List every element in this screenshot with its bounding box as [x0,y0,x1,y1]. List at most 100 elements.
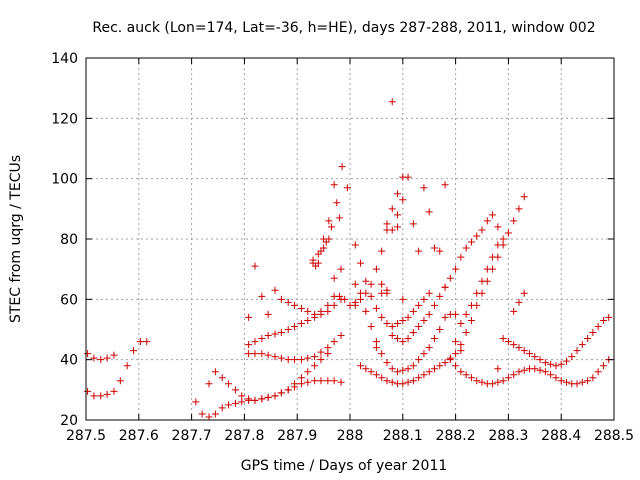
data-point [277,295,285,303]
data-point [351,301,359,309]
data-point [452,350,460,358]
y-axis-label: STEC from uqrg / TECUs [8,155,24,323]
x-tick-label: 288.4 [541,428,581,444]
data-point [258,395,266,403]
data-point [130,347,138,355]
y-tick-label: 80 [60,232,78,248]
data-point [84,350,92,358]
data-point [462,244,470,252]
data-point [251,338,259,346]
data-point [420,371,428,379]
y-tick-label: 20 [60,413,78,429]
data-point [324,350,332,358]
data-point [325,235,333,243]
data-point [388,205,396,213]
data-point [383,359,391,367]
data-point [388,332,396,340]
data-point [328,223,336,231]
data-point [304,307,312,315]
data-point [478,277,486,285]
data-point [409,362,417,370]
data-point [225,380,233,388]
data-point [589,329,597,337]
data-point [211,410,219,418]
x-tick-label: 287.7 [172,428,212,444]
data-point [388,378,396,386]
data-point [324,344,332,352]
data-point [467,238,475,246]
data-point [409,329,417,337]
data-point [341,295,349,303]
data-point [504,229,512,237]
data-point [483,265,491,273]
data-point [404,378,412,386]
data-point [578,341,586,349]
data-point [330,301,338,309]
data-point [264,310,272,318]
data-point [420,316,428,324]
data-point [457,347,465,355]
data-point [211,368,219,376]
data-point [584,335,592,343]
data-point [430,335,438,343]
data-point [483,217,491,225]
data-point [311,310,319,318]
data-point [489,211,497,219]
data-point [378,247,386,255]
data-point [452,362,460,370]
data-point [205,413,213,421]
data-point [446,274,454,282]
data-point [277,354,285,362]
data-point [277,329,285,337]
data-point [90,354,98,362]
data-point [330,274,338,282]
data-point [343,184,351,192]
data-point [324,377,332,385]
data-point [478,378,486,386]
data-point [218,374,226,382]
data-point [425,344,433,352]
data-point [473,289,481,297]
data-point [430,301,438,309]
data-point [399,316,407,324]
data-point [388,226,396,234]
x-tick-label: 287.8 [224,428,264,444]
data-point [441,181,449,189]
data-point [291,380,299,388]
data-point [251,396,259,404]
data-point [362,307,370,315]
data-point [415,374,423,382]
data-point [84,387,92,395]
data-point [231,399,239,407]
data-point [136,338,144,346]
data-point [333,199,341,207]
data-point [547,360,555,368]
data-point [337,265,345,273]
data-point [409,220,417,228]
data-point [415,247,423,255]
data-point [520,289,528,297]
data-point [399,295,407,303]
data-point [372,304,380,312]
data-point [520,347,528,355]
data-point [494,365,502,373]
data-point [378,313,386,321]
data-point [520,193,528,201]
data-point [291,322,299,330]
data-point [388,322,396,330]
x-axis-label: GPS time / Days of year 2011 [241,458,448,474]
data-point [605,313,613,321]
x-tick-label: 287.6 [119,428,159,444]
data-points [84,98,613,421]
data-point [251,350,259,358]
data-point [245,313,253,321]
data-point [351,241,359,249]
x-tick-label: 288.5 [594,428,634,444]
data-point [526,350,534,358]
y-tick-label: 60 [60,292,78,308]
data-point [367,368,375,376]
data-point [271,286,279,294]
data-point [404,335,412,343]
data-point [489,253,497,261]
